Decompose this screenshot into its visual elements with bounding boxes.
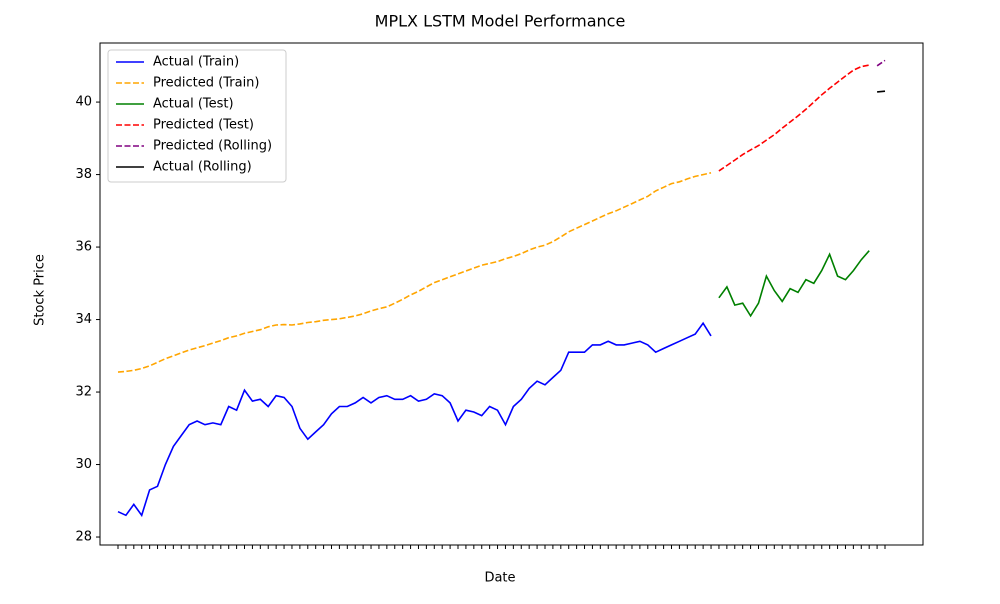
plot-frame [99, 42, 924, 546]
legend-label: Predicted (Train) [153, 76, 260, 91]
series-line [718, 64, 870, 172]
series-line [876, 59, 886, 67]
y-tick-label: 40 [75, 95, 92, 110]
legend-label: Predicted (Rolling) [153, 139, 272, 154]
x-axis-label: Date [484, 571, 515, 586]
legend-label: Predicted (Test) [153, 118, 254, 133]
series-line [718, 250, 870, 318]
series-line [877, 90, 886, 93]
y-tick-label: 36 [75, 240, 92, 255]
y-tick-label: 28 [75, 530, 92, 545]
y-tick-label: 30 [75, 457, 92, 472]
series-line [117, 172, 712, 373]
legend-label: Actual (Rolling) [153, 160, 252, 175]
legend-label: Actual (Test) [153, 97, 234, 112]
y-tick-label: 32 [75, 385, 92, 400]
y-axis-label: Stock Price [33, 254, 48, 326]
chart-title: MPLX LSTM Model Performance [375, 12, 626, 31]
legend: Actual (Train) Predicted (Train) Actual (T… [107, 49, 287, 183]
series-line [117, 321, 712, 518]
legend-box [107, 49, 287, 183]
y-tick-label: 34 [75, 312, 92, 327]
y-tick-label: 38 [75, 167, 92, 182]
legend-label: Actual (Train) [153, 55, 239, 70]
